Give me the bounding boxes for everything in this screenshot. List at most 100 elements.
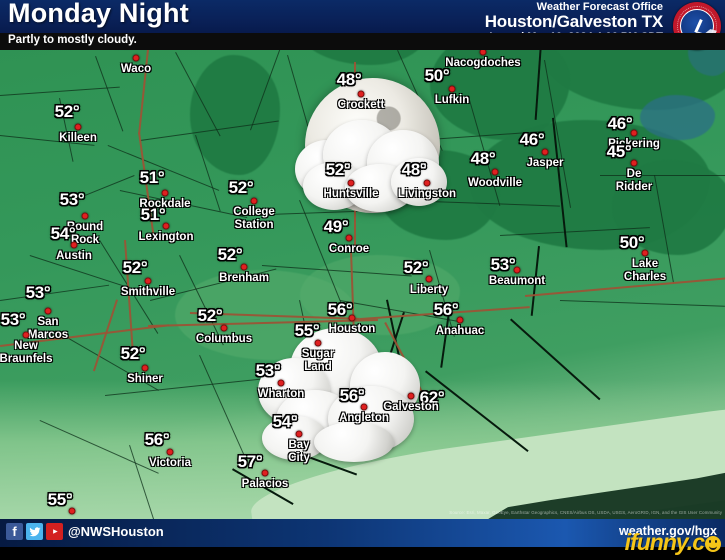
city-marker-dot[interactable] <box>70 241 78 249</box>
temperature-label: 52° <box>325 160 351 179</box>
subtitle-bar <box>0 33 725 50</box>
social-handle[interactable]: @NWSHouston <box>68 524 164 539</box>
city-marker-dot[interactable] <box>345 234 353 242</box>
city-name-label: Jasper <box>526 157 564 169</box>
city-name-label: New Braunfels <box>0 340 53 365</box>
city-marker-dot[interactable] <box>250 197 258 205</box>
city-marker-dot[interactable] <box>541 148 549 156</box>
temperature-label: 53° <box>0 310 26 329</box>
temperature-label: 54° <box>272 412 298 431</box>
city-marker-dot[interactable] <box>162 222 170 230</box>
city-marker-dot[interactable] <box>22 331 30 339</box>
city-marker-dot[interactable] <box>240 263 248 271</box>
city-marker-dot[interactable] <box>347 179 355 187</box>
city-marker-dot[interactable] <box>456 316 464 324</box>
city-name-label: Lexington <box>138 231 194 243</box>
city-name-label: Columbus <box>195 333 253 345</box>
city-marker-dot[interactable] <box>407 392 415 400</box>
city-name-label: Palacios <box>241 478 289 490</box>
city-marker-dot[interactable] <box>220 324 228 332</box>
temperature-label: 45° <box>606 142 632 161</box>
city-marker-dot[interactable] <box>630 159 638 167</box>
city-name-label: Pickering <box>608 138 660 150</box>
temperature-label: 56° <box>339 386 365 405</box>
temperature-label: 57° <box>237 452 263 471</box>
city-name-label: Brenham <box>219 272 269 284</box>
ifunny-text: ifunny.c <box>624 529 705 555</box>
city-name-label: Smithville <box>120 286 176 298</box>
city-name-label: Wharton <box>257 388 305 400</box>
city-name-label: Rockdale <box>139 198 191 210</box>
footer-bar <box>0 519 725 547</box>
city-marker-dot[interactable] <box>44 307 52 315</box>
city-marker-dot[interactable] <box>68 507 76 515</box>
city-marker-dot[interactable] <box>166 448 174 456</box>
temperature-label: 46° <box>607 114 633 133</box>
temperature-label: 52° <box>228 178 254 197</box>
city-marker-dot[interactable] <box>74 123 82 131</box>
temperature-label: 53° <box>59 190 85 209</box>
city-marker-dot[interactable] <box>357 90 365 98</box>
city-marker-dot[interactable] <box>141 364 149 372</box>
facebook-icon[interactable]: f <box>6 523 23 540</box>
city-name-label: Victoria <box>149 457 191 469</box>
office-name: Houston/Galveston TX <box>484 12 663 31</box>
city-marker-dot[interactable] <box>314 339 322 347</box>
temperature-label: 48° <box>336 70 362 89</box>
temperature-label: 52° <box>120 344 146 363</box>
bottom-black-bar <box>0 547 725 560</box>
temperature-label: 53° <box>255 361 281 380</box>
city-name-label: Galveston <box>383 401 439 413</box>
city-name-label: Beaumont <box>488 275 546 287</box>
website-link[interactable]: weather.gov/hgx <box>619 524 717 538</box>
city-marker-dot[interactable] <box>425 275 433 283</box>
youtube-icon[interactable] <box>46 523 63 540</box>
page-title: Monday Night <box>8 0 189 28</box>
city-marker-dot[interactable] <box>261 469 269 477</box>
city-name-label: Crockett <box>337 99 385 111</box>
city-marker-dot[interactable] <box>161 189 169 197</box>
county-border <box>0 284 110 301</box>
temperature-label: 50° <box>619 233 645 252</box>
temperature-label: 48° <box>470 149 496 168</box>
city-marker-dot[interactable] <box>513 266 521 274</box>
city-marker-dot[interactable] <box>144 277 152 285</box>
city-name-label: Sugar Land <box>301 348 335 373</box>
city-marker-dot[interactable] <box>491 168 499 176</box>
city-name-label: Anahuac <box>435 325 485 337</box>
city-name-label: Nacogdoches <box>445 57 521 69</box>
county-border <box>600 175 725 176</box>
city-name-label: Austin <box>56 250 92 262</box>
city-name-label: Livingston <box>397 188 457 200</box>
twitter-icon[interactable] <box>26 523 43 540</box>
city-name-label: Killeen <box>59 132 97 144</box>
city-name-label: Angleton <box>339 412 389 424</box>
city-marker-dot[interactable] <box>423 179 431 187</box>
temperature-label: 53° <box>25 283 51 302</box>
city-name-label: Round Rock <box>66 221 104 246</box>
city-marker-dot[interactable] <box>360 403 368 411</box>
city-marker-dot[interactable] <box>348 314 356 322</box>
city-name-label: Waco <box>120 63 152 75</box>
city-marker-dot[interactable] <box>641 249 649 257</box>
city-marker-dot[interactable] <box>132 54 140 62</box>
city-marker-dot[interactable] <box>448 85 456 93</box>
temperature-label: 53° <box>490 255 516 274</box>
city-marker-dot[interactable] <box>630 129 638 137</box>
city-name-label: Woodville <box>467 177 523 189</box>
temperature-label: 55° <box>294 321 320 340</box>
city-marker-dot[interactable] <box>277 379 285 387</box>
temperature-label: 52° <box>403 258 429 277</box>
forecast-map[interactable]: 52°Waco52°Killeen51°Rockdale51°Lexington… <box>0 0 725 519</box>
city-name-label: San Marcos <box>27 316 69 341</box>
city-name-label: Liberty <box>409 284 449 296</box>
terrain-patch <box>190 55 280 175</box>
city-name-label: Huntsville <box>323 188 379 200</box>
city-marker-dot[interactable] <box>81 212 89 220</box>
temperature-label: 46° <box>519 130 545 149</box>
temperature-label: 48° <box>401 160 427 179</box>
county-border <box>95 56 124 132</box>
city-marker-dot[interactable] <box>295 430 303 438</box>
city-name-label: Lake Charles <box>623 258 667 283</box>
city-name-label: Lufkin <box>434 94 470 106</box>
